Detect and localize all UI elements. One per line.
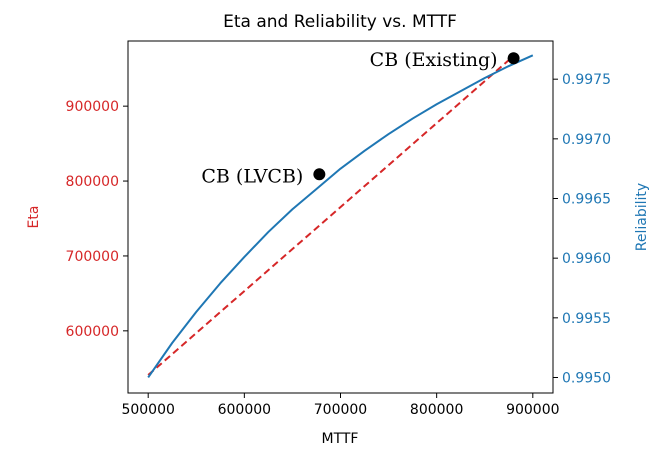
y-right-tick-label: 0.9960: [562, 251, 611, 267]
y-left-tick-label: 700000: [66, 249, 119, 265]
plot-area: 500000 600000 700000 800000 900000 600000 7000…: [66, 40, 611, 418]
y-right-tick-label: 0.9965: [562, 192, 611, 208]
x-axis-label: MTTF: [322, 431, 359, 447]
plot-frame: [127, 40, 554, 394]
x-tick-label: 900000: [506, 402, 559, 418]
y-left-tick-label: 900000: [66, 99, 119, 115]
chart-title: Eta and Reliability vs. MTTF: [223, 12, 457, 32]
eta-series-line: [147, 55, 515, 376]
annotation-point: [507, 52, 520, 65]
y-right-tick-label: 0.9975: [562, 72, 611, 88]
x-tick-label: 500000: [121, 402, 174, 418]
y-right-tick-label: 0.9955: [562, 311, 611, 327]
reliability-series-line: [147, 54, 534, 379]
y-left-axis-label: Eta: [26, 206, 42, 229]
x-tick-label: 600000: [218, 402, 271, 418]
x-tick-label: 800000: [410, 402, 463, 418]
y-right-tick-label: 0.9970: [562, 132, 611, 148]
annotation-label: CB (LVCB): [201, 165, 303, 187]
annotation-label: CB (Existing): [370, 49, 498, 71]
y-left-tick-label: 800000: [66, 174, 119, 190]
y-right-tick-label: 0.9950: [562, 370, 611, 386]
y-right-axis-label: Reliability: [634, 183, 650, 251]
y-left-tick-label: 600000: [66, 324, 119, 340]
x-tick-label: 700000: [314, 402, 367, 418]
annotation-point: [313, 168, 326, 181]
